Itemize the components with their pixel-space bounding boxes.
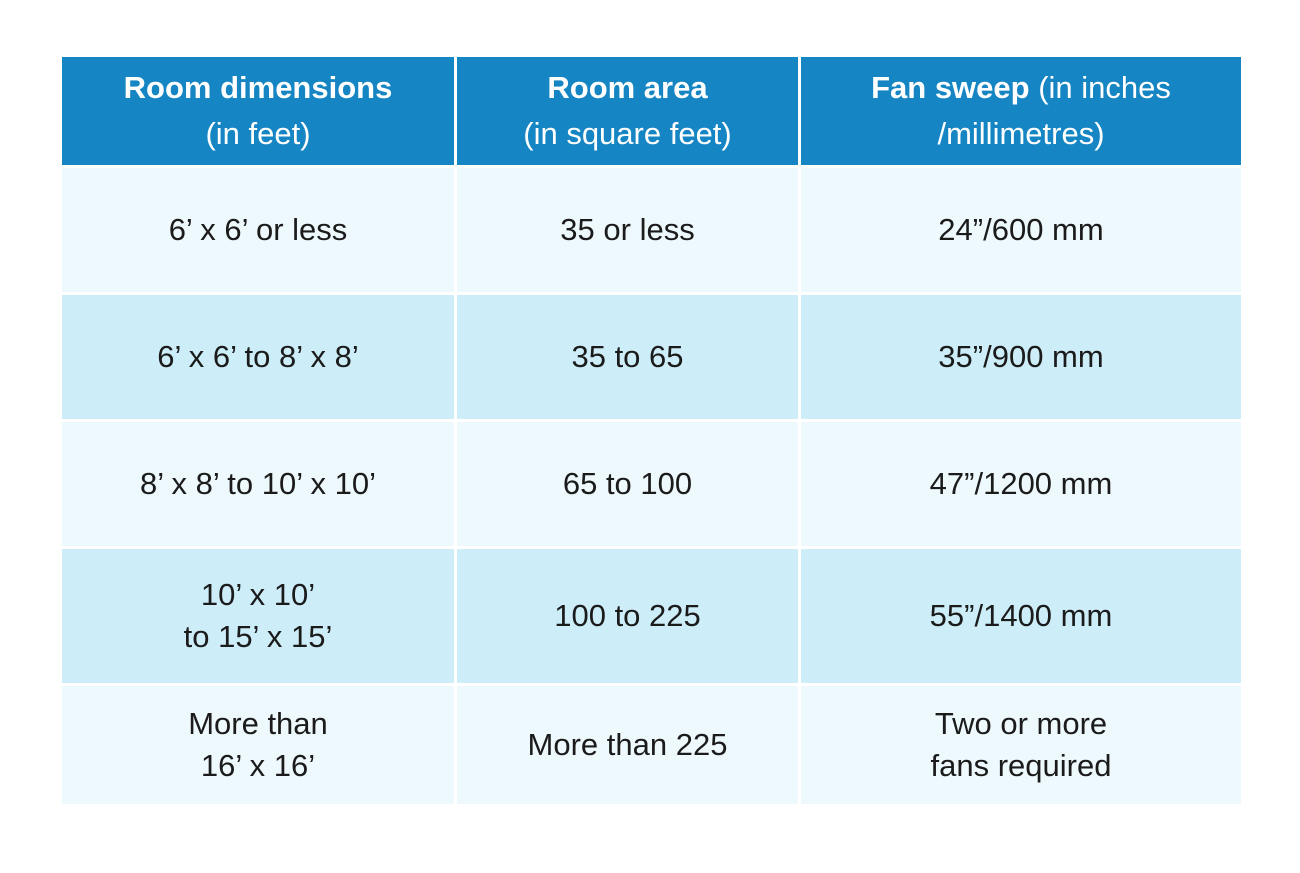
cell-room-dimensions: 10’ x 10’ to 15’ x 15’ [62,549,454,683]
cell-room-area: 100 to 225 [457,549,798,683]
cell-fan-sweep: 24”/600 mm [801,168,1241,292]
header-fan-sweep: Fan sweep (in inches /millimetres) [801,57,1241,165]
header-room-area: Room area (in square feet) [457,57,798,165]
cell-room-area: More than 225 [457,686,798,804]
table-row: 8’ x 8’ to 10’ x 10’ 65 to 100 47”/1200 … [62,422,1241,546]
table-row: 10’ x 10’ to 15’ x 15’ 100 to 225 55”/14… [62,549,1241,683]
cell-fan-sweep: 47”/1200 mm [801,422,1241,546]
header-room-dimensions-unit: (in feet) [205,116,311,151]
cell-fan-sweep: 35”/900 mm [801,295,1241,419]
header-room-area-unit: (in square feet) [523,116,732,151]
table-row: More than 16’ x 16’ More than 225 Two or… [62,686,1241,804]
header-room-area-title: Room area [547,69,708,105]
header-fan-sweep-unit: (in inches /millimetres) [937,69,1171,152]
cell-room-area: 35 to 65 [457,295,798,419]
cell-room-area: 35 or less [457,168,798,292]
cell-room-area: 65 to 100 [457,422,798,546]
cell-room-dimensions: 6’ x 6’ to 8’ x 8’ [62,295,454,419]
cell-room-dimensions: More than 16’ x 16’ [62,686,454,804]
header-room-dimensions: Room dimensions (in feet) [62,57,454,165]
cell-room-dimensions: 8’ x 8’ to 10’ x 10’ [62,422,454,546]
header-fan-sweep-title: Fan sweep [871,69,1030,105]
cell-fan-sweep: Two or more fans required [801,686,1241,804]
table-header-row: Room dimensions (in feet) Room area (in … [62,57,1241,165]
cell-fan-sweep: 55”/1400 mm [801,549,1241,683]
fan-size-table: Room dimensions (in feet) Room area (in … [59,54,1244,807]
cell-room-dimensions: 6’ x 6’ or less [62,168,454,292]
header-room-dimensions-title: Room dimensions [123,69,393,105]
table-row: 6’ x 6’ to 8’ x 8’ 35 to 65 35”/900 mm [62,295,1241,419]
table-row: 6’ x 6’ or less 35 or less 24”/600 mm [62,168,1241,292]
